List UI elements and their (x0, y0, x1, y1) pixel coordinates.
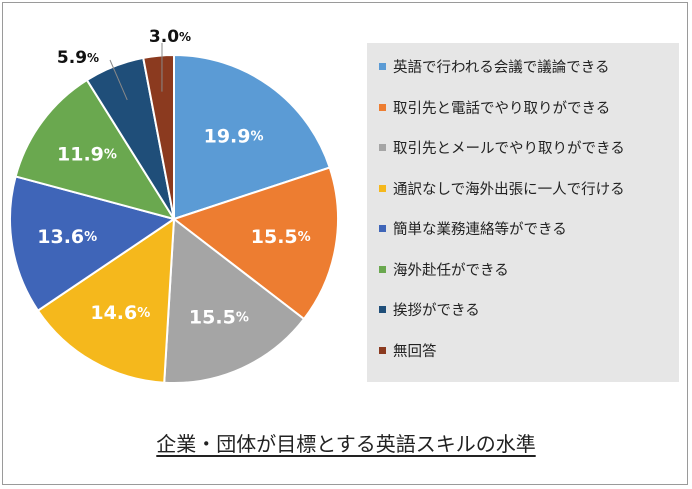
legend-item: 簡単な業務連絡等ができる (367, 221, 679, 262)
legend-item: 取引先と電話でやり取りができる (367, 100, 679, 141)
legend-label: 海外赴任ができる (393, 262, 509, 279)
legend-item: 取引先とメールでやり取りができる (367, 140, 679, 181)
legend-swatch (379, 63, 386, 70)
data-label: 14.6% (90, 301, 150, 323)
data-label: 11.9% (57, 143, 117, 165)
chart-title-text: 企業・団体が目標とする英語スキルの水準 (156, 432, 536, 456)
pie-slice (36, 217, 176, 384)
legend-label: 簡単な業務連絡等ができる (393, 222, 567, 238)
data-label: 15.5% (251, 226, 311, 248)
pie-slice (171, 166, 339, 321)
legend-item: 挨拶ができる (367, 302, 679, 343)
legend-swatch (379, 306, 386, 313)
legend-swatch (379, 144, 386, 151)
legend-swatch (379, 184, 386, 192)
data-label: 15.5% (189, 306, 249, 328)
pie-slice (9, 175, 177, 313)
legend-item: 無回答 (367, 343, 679, 384)
legend-label: 通訳なしで海外出張に一人で行ける (393, 181, 625, 198)
legend-label: 取引先とメールでやり取りができる (393, 141, 625, 157)
legend-swatch (379, 103, 386, 111)
data-label: 5.9% (57, 48, 99, 68)
legend-label: 取引先と電話でやり取りができる (393, 100, 611, 117)
pie-slice (14, 78, 177, 221)
pie-slice (173, 53, 331, 221)
pie-slice (142, 53, 175, 220)
data-label: 13.6% (37, 225, 97, 247)
legend-item: 海外赴任ができる (367, 262, 679, 303)
legend-swatch (379, 265, 386, 273)
pie-slice (163, 217, 306, 384)
legend-label: 無回答 (393, 343, 437, 360)
legend: 英語で行われる会議で議論できる 取引先と電話でやり取りができる 取引先とメールで… (367, 43, 679, 382)
legend-swatch (379, 346, 386, 354)
legend-label: 英語で行われる会議で議論できる (393, 60, 610, 76)
leader-line (109, 59, 128, 101)
chart-title: 企業・団体が目標とする英語スキルの水準 (0, 428, 692, 457)
data-label: 19.9% (204, 125, 264, 147)
legend-label: 挨拶ができる (393, 303, 480, 319)
legend-swatch (379, 225, 386, 232)
legend-item: 英語で行われる会議で議論できる (367, 59, 679, 100)
legend-item: 通訳なしで海外出張に一人で行ける (367, 181, 679, 222)
data-label: 3.0% (149, 27, 191, 47)
